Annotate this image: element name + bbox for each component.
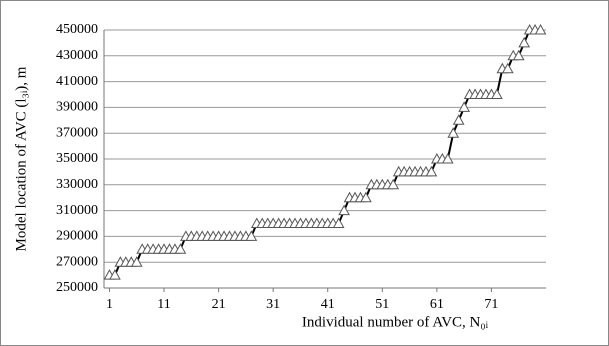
x-tick-label: 61	[430, 297, 444, 312]
y-tick-label: 270000	[56, 254, 98, 269]
x-tick-label: 1	[106, 297, 113, 312]
y-tick-label: 450000	[56, 22, 98, 37]
x-tick-label: 41	[321, 297, 335, 312]
point-marker	[338, 204, 350, 216]
point-marker	[491, 88, 503, 99]
y-tick-label: 370000	[56, 125, 98, 140]
x-tick-label: 11	[157, 297, 170, 312]
y-axis-label: Model location of AVC (l₃ᵢ), m	[13, 66, 29, 251]
y-tick-label: 250000	[56, 280, 98, 295]
y-tick-label: 350000	[56, 151, 98, 166]
x-axis-label: Individual number of AVC, N₀ᵢ	[302, 314, 489, 330]
point-marker	[458, 101, 470, 112]
y-tick-label: 410000	[56, 74, 98, 89]
x-tick-label: 31	[266, 297, 280, 312]
point-marker	[452, 114, 465, 125]
point-marker	[360, 191, 372, 203]
y-tick-label: 330000	[56, 177, 98, 192]
x-tick-label: 71	[484, 297, 498, 312]
point-marker	[174, 243, 187, 254]
x-tick-label: 21	[212, 297, 226, 312]
point-marker	[518, 36, 531, 48]
x-tick-label: 51	[375, 297, 389, 312]
y-tick-label: 390000	[56, 100, 98, 115]
point-marker	[447, 127, 460, 138]
y-tick-label: 290000	[56, 229, 98, 244]
point-marker	[387, 178, 400, 190]
point-marker	[501, 62, 514, 74]
y-tick-label: 430000	[56, 48, 98, 63]
y-tick-label: 310000	[56, 203, 98, 218]
point-marker	[109, 269, 121, 280]
point-marker	[425, 165, 438, 177]
point-marker	[441, 152, 454, 164]
point-marker	[512, 49, 525, 61]
point-marker	[332, 217, 345, 228]
point-marker	[534, 23, 547, 35]
point-marker	[245, 230, 258, 241]
point-marker	[130, 256, 143, 267]
